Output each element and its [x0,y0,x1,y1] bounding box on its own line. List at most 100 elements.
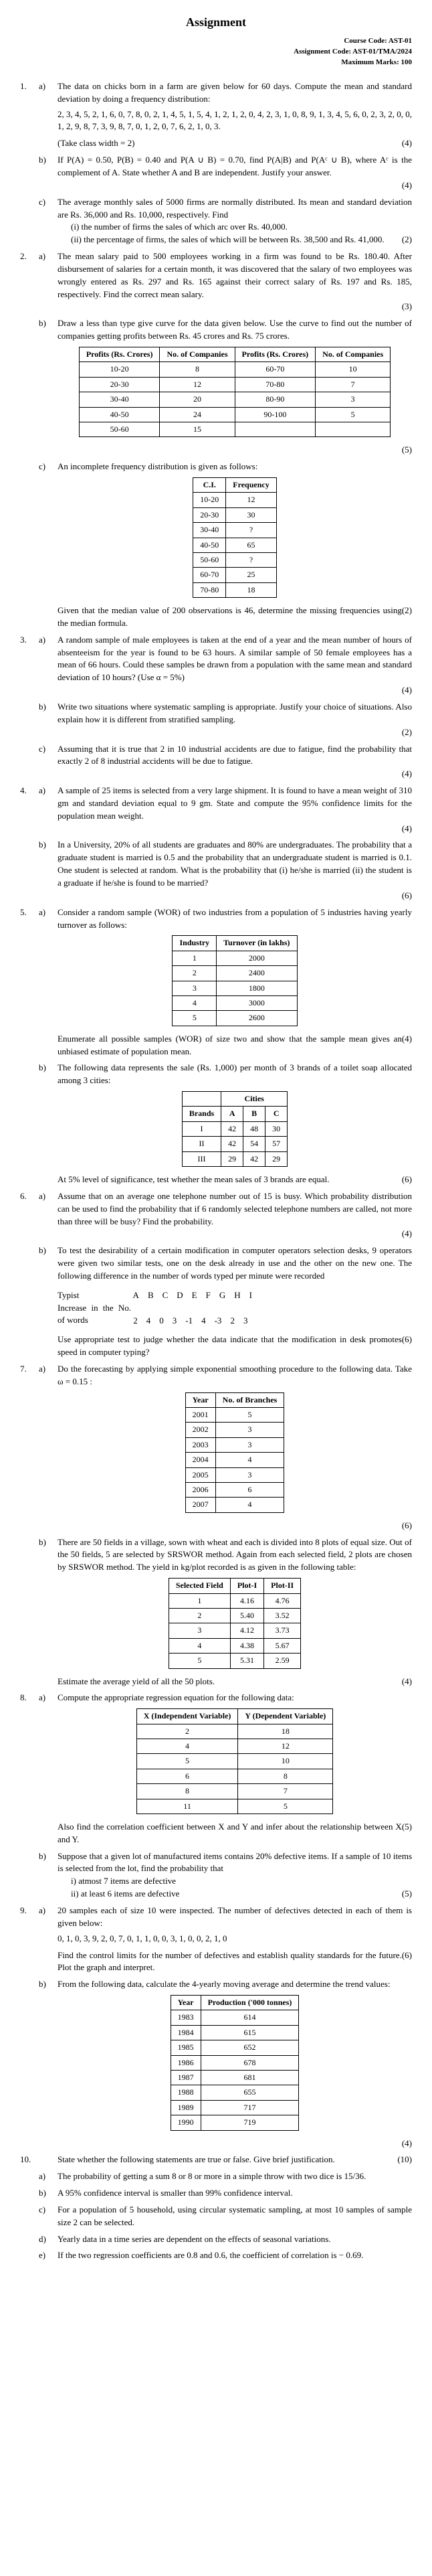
q3-num: 3. [20,634,39,647]
q2c-sub: c) [39,461,58,473]
q10-intro: State whether the following statements a… [58,2154,397,2166]
q6-num: 6. [20,1190,39,1203]
q9a-text: 20 samples each of size 10 were inspecte… [58,1905,412,1928]
q6b-marks: (6) [402,1334,412,1359]
q5b-table: Cities BrandsABC I424830 II425457 III294… [182,1091,288,1167]
q2a-text: The mean salary paid to 500 employees wo… [58,251,412,299]
q6a-marks: (4) [58,1228,412,1240]
q2a-marks: (3) [58,301,412,313]
q5b-sub: b) [39,1062,58,1074]
q1a-data: 2, 3, 4, 5, 2, 1, 6, 0, 7, 8, 0, 2, 1, 4… [58,108,412,134]
q1c-ii: (ii) the percentage of firms, the sales … [71,234,402,246]
q8a-sub: a) [39,1692,58,1704]
q6b-after: Use appropriate test to judge whether th… [58,1334,402,1359]
q10-num: 10. [20,2154,39,2166]
q5a-text: Consider a random sample (WOR) of two in… [58,907,412,930]
q5b-text: The following data represents the sale (… [58,1062,412,1085]
q3c-text: Assuming that it is true that 2 in 10 in… [58,744,412,767]
q2b-table: Profits (Rs. Crores)No. of CompaniesProf… [79,347,391,437]
q8b-marks: (5) [402,1888,412,1901]
q7b-text: There are 50 fields in a village, sown w… [58,1537,412,1573]
q2c-marks: (2) [402,605,412,630]
q7a-text: Do the forecasting by applying simple ex… [58,1364,412,1386]
q1c-sub: c) [39,196,58,209]
q2b-text: Draw a less than type give curve for the… [58,318,412,341]
q3a-text: A random sample of male employees is tak… [58,635,412,683]
q6b-inc-row: Increase in the No. of words 2 4 0 3 -1 … [58,1302,412,1327]
q2c-after: Given that the median value of 200 obser… [58,605,402,630]
q4a-marks: (4) [58,823,412,835]
q1b-sub: b) [39,154,58,167]
q7b-after: Estimate the average yield of all the 50… [58,1676,402,1688]
q1c-text: The average monthly sales of 5000 firms … [58,197,412,220]
q9-num: 9. [20,1905,39,1917]
q7b-marks: (4) [402,1676,412,1688]
q8a-after: Also find the correlation coefficient be… [58,1821,402,1846]
q10e-sub: e) [39,2249,58,2262]
q10b-sub: b) [39,2187,58,2200]
q7a-sub: a) [39,1363,58,1376]
q10a-text: The probability of getting a sum 8 or 8 … [58,2170,412,2183]
q3c-marks: (4) [58,768,412,781]
q10c-sub: c) [39,2204,58,2217]
q8b-i: i) atmost 7 items are defective [71,1875,412,1888]
q10a-sub: a) [39,2170,58,2183]
q2c-table: C.I.Frequency 10-2012 20-3030 30-40? 40-… [193,477,276,598]
q9b-table: YearProduction ('000 tonnes) 1983614 198… [171,1995,300,2131]
q2-num: 2. [20,250,39,263]
q10-marks: (10) [397,2154,412,2166]
q7a-table: YearNo. of Branches 20015 20023 20033 20… [185,1392,285,1513]
q7b-table: Selected FieldPlot-IPlot-II 14.164.76 25… [169,1578,301,1668]
q1b-marks: (4) [58,179,412,192]
q4b-text: In a University, 20% of all students are… [58,839,412,888]
page-title: Assignment [20,13,412,31]
q6a-sub: a) [39,1190,58,1203]
q2b-sub: b) [39,317,58,330]
q6b-sub: b) [39,1244,58,1257]
q8a-text: Compute the appropriate regression equat… [58,1692,294,1702]
header-meta: Course Code: AST-01 Assignment Code: AST… [20,36,412,68]
q9b-sub: b) [39,1978,58,1991]
q1c-i: (i) the number of firms the sales of whi… [71,221,412,234]
q8-num: 8. [20,1692,39,1704]
q4b-marks: (6) [58,890,412,902]
q1a-note: (Take class width = 2) [58,137,134,150]
q4-num: 4. [20,785,39,797]
q6b-typist-row: Typist A B C D E F G H I [58,1289,412,1302]
q2b-marks: (5) [58,444,412,457]
q8b-ii: ii) at least 6 items are defective [71,1888,402,1901]
q5a-after: Enumerate all possible samples (WOR) of … [58,1033,402,1058]
q10d-sub: d) [39,2233,58,2246]
q8a-marks: (5) [402,1821,412,1846]
q10e-text: If the two regression coefficients are 0… [58,2249,412,2262]
q7-num: 7. [20,1363,39,1376]
q5a-sub: a) [39,906,58,919]
q1c-marks: (2) [402,234,412,246]
q3b-text: Write two situations where systematic sa… [58,702,412,724]
q5-num: 5. [20,906,39,919]
q5b-after: At 5% level of significance, test whethe… [58,1174,402,1186]
q9b-text: From the following data, calculate the 4… [58,1979,390,1989]
q4a-sub: a) [39,785,58,797]
q1a-marks: (4) [402,137,412,150]
q9a-after: Find the control limits for the number o… [58,1949,402,1975]
q9a-sub: a) [39,1905,58,1917]
q5a-marks: (4) [402,1033,412,1058]
q3b-sub: b) [39,701,58,714]
q8a-table: X (Independent Variable)Y (Dependent Var… [136,1708,334,1814]
q3b-marks: (2) [58,726,412,739]
q2c-text: An incomplete frequency distribution is … [58,461,257,471]
q6a-text: Assume that on an average one telephone … [58,1191,412,1226]
q9b-marks: (4) [58,2138,412,2150]
q7b-sub: b) [39,1536,58,1549]
q1a-sub: a) [39,80,58,93]
q10c-text: For a population of 5 household, using c… [58,2204,412,2229]
q3a-sub: a) [39,634,58,647]
q10b-text: A 95% confidence interval is smaller tha… [58,2187,412,2200]
q2a-sub: a) [39,250,58,263]
q1-num: 1. [20,80,39,93]
q9a-marks: (6) [402,1949,412,1975]
q9a-data: 0, 1, 0, 3, 9, 2, 0, 7, 0, 1, 1, 0, 0, 3… [58,1933,412,1945]
q3c-sub: c) [39,743,58,756]
q7a-marks: (6) [58,1520,412,1532]
